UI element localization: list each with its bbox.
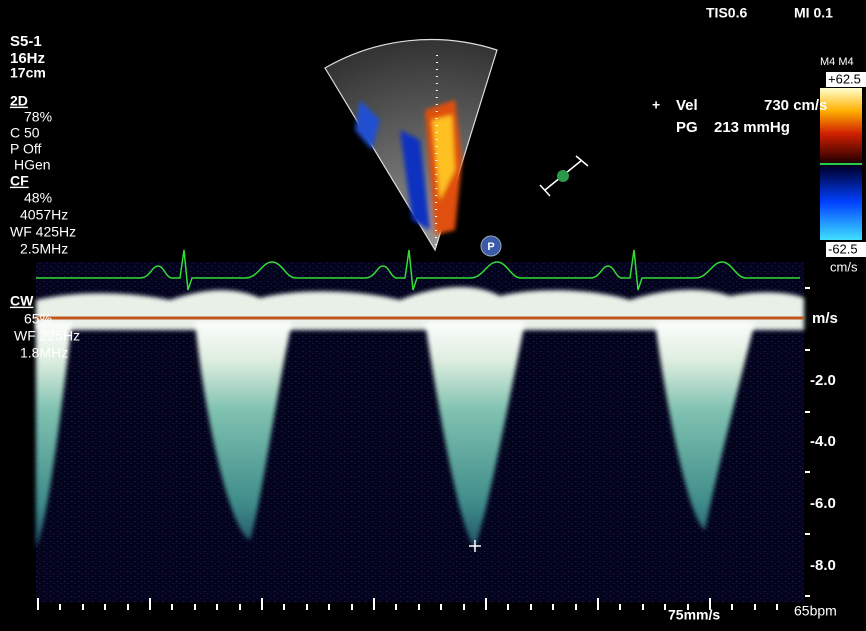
measure-bullet: + bbox=[652, 97, 660, 113]
depth: 17cm bbox=[10, 65, 46, 81]
velocity-tick-label: -8.0 bbox=[810, 557, 836, 574]
measurement-value: 730 cm/s bbox=[764, 97, 827, 114]
color-bar-max: +62.5 bbox=[828, 71, 861, 86]
cf-frequency: 2.5MHz bbox=[20, 241, 68, 257]
mode-2d-gain: 78% bbox=[24, 109, 52, 125]
mode-2d-title: 2D bbox=[10, 93, 28, 109]
cw-frequency: 1.8MHz bbox=[20, 345, 68, 361]
probe: S5-1 bbox=[10, 33, 42, 50]
marker-label: P bbox=[487, 241, 494, 253]
color-map: M4 M4 bbox=[820, 56, 854, 68]
mi: MI 0.1 bbox=[794, 5, 833, 21]
page: {"header": {"tis": "TIS0.6", "mi": "MI 0… bbox=[0, 0, 866, 631]
cf-wall-filter: WF 425Hz bbox=[10, 224, 76, 240]
tis: TIS0.6 bbox=[706, 5, 747, 21]
ultrasound-screen: TIS0.6 MI 0.1 S5-1 16Hz 17cm 2D 78% C 50… bbox=[0, 0, 866, 631]
measurement-label: Vel bbox=[676, 97, 698, 114]
measurement-label: PG bbox=[676, 119, 698, 136]
cw-gain: 65% bbox=[24, 311, 52, 327]
cw-wall-filter: WF 225Hz bbox=[14, 328, 80, 344]
mode-2d-persistence: P Off bbox=[10, 141, 42, 157]
cf-gain: 48% bbox=[24, 190, 52, 206]
velocity-tick-label: -4.0 bbox=[810, 433, 836, 450]
measurement-value: 213 mmHg bbox=[714, 119, 790, 136]
color-bar-min: -62.5 bbox=[828, 241, 858, 256]
velocity-tick-label: -6.0 bbox=[810, 495, 836, 512]
mode-2d-contrast: C 50 bbox=[10, 125, 40, 141]
heart-rate: 65bpm bbox=[794, 603, 837, 619]
sweep-speed: 75mm/s bbox=[668, 607, 720, 623]
sector-marker bbox=[557, 170, 569, 182]
mode-2d-frequency: HGen bbox=[14, 157, 51, 173]
color-bar-unit: cm/s bbox=[830, 259, 858, 274]
velocity-unit: m/s bbox=[812, 310, 838, 327]
cw-title: CW bbox=[10, 293, 34, 309]
velocity-tick-label: -2.0 bbox=[810, 372, 836, 389]
cf-title: CF bbox=[10, 173, 29, 189]
cf-prf: 4057Hz bbox=[20, 207, 68, 223]
